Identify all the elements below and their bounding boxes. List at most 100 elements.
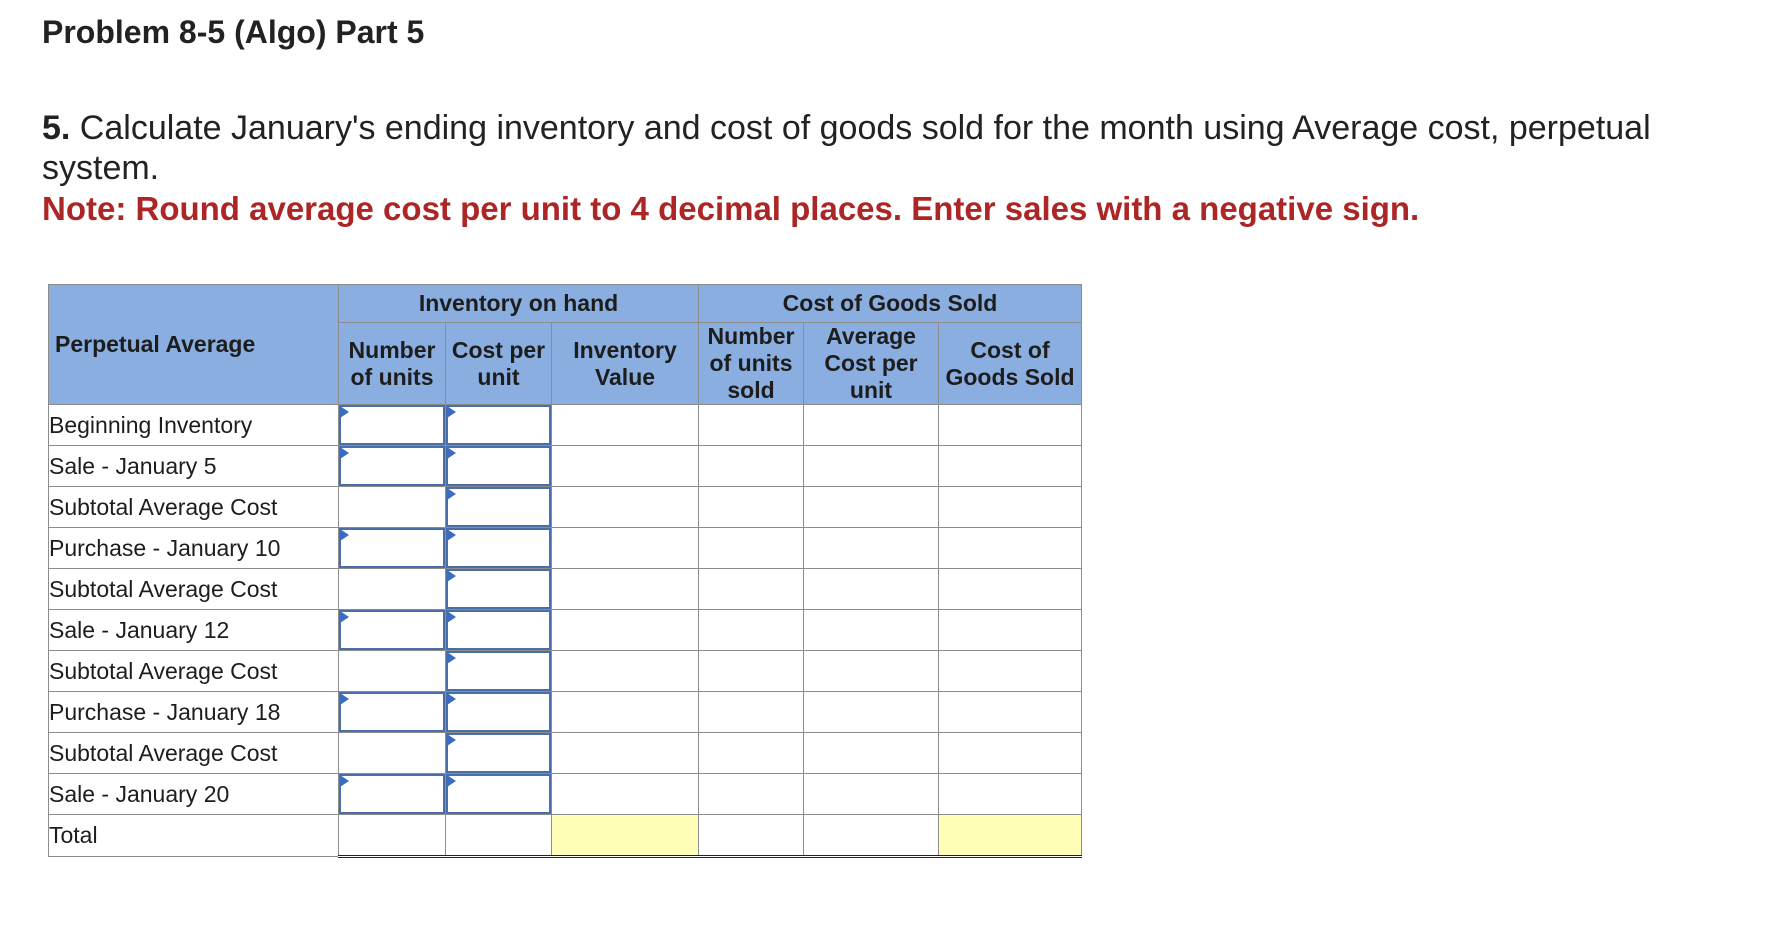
cost-per-unit-input[interactable] — [446, 528, 551, 568]
table-row: Subtotal Average Cost — [48, 732, 1082, 774]
units-sold-cell — [698, 609, 804, 651]
number-of-units-cell[interactable] — [338, 445, 446, 487]
header-inventory-on-hand: Inventory on hand — [338, 284, 699, 323]
average-cost-per-unit-cell — [803, 609, 939, 651]
row-label: Subtotal Average Cost — [48, 568, 339, 610]
table-row: Total — [48, 814, 1082, 858]
average-cost-per-unit-cell — [803, 691, 939, 733]
average-cost-per-unit-cell — [803, 527, 939, 569]
table-row: Beginning Inventory — [48, 404, 1082, 446]
cost-per-unit-cell[interactable] — [445, 404, 552, 446]
cost-per-unit-input[interactable] — [446, 651, 551, 691]
average-cost-per-unit-cell — [803, 568, 939, 610]
cost-per-unit-input[interactable] — [446, 487, 551, 527]
number-of-units-cell — [338, 486, 446, 528]
inventory-value-cell — [551, 445, 699, 487]
average-cost-per-unit-cell — [803, 445, 939, 487]
cost-per-unit-cell[interactable] — [445, 691, 552, 733]
number-of-units-cell — [338, 814, 446, 858]
inventory-value-cell — [551, 814, 699, 858]
cost-of-goods-sold-cell — [938, 527, 1082, 569]
cost-of-goods-sold-cell — [938, 650, 1082, 692]
cost-of-goods-sold-cell — [938, 609, 1082, 651]
number-of-units-cell — [338, 732, 446, 774]
inventory-value-cell — [551, 404, 699, 446]
cost-per-unit-input[interactable] — [446, 774, 551, 814]
units-sold-cell — [698, 527, 804, 569]
cost-per-unit-input[interactable] — [446, 446, 551, 486]
number-of-units-input[interactable] — [339, 692, 445, 732]
number-of-units-cell[interactable] — [338, 691, 446, 733]
cost-per-unit-input[interactable] — [446, 610, 551, 650]
number-of-units-cell[interactable] — [338, 773, 446, 815]
cost-per-unit-cell[interactable] — [445, 445, 552, 487]
cost-per-unit-cell[interactable] — [445, 773, 552, 815]
number-of-units-input[interactable] — [339, 528, 445, 568]
page-title: Problem 8-5 (Algo) Part 5 — [42, 14, 425, 50]
number-of-units-input[interactable] — [339, 446, 445, 486]
number-of-units-cell[interactable] — [338, 527, 446, 569]
table-row: Sale - January 20 — [48, 773, 1082, 815]
number-of-units-input[interactable] — [339, 774, 445, 814]
row-label: Subtotal Average Cost — [48, 486, 339, 528]
number-of-units-cell — [338, 650, 446, 692]
cost-per-unit-input[interactable] — [446, 569, 551, 609]
table-row: Sale - January 5 — [48, 445, 1082, 487]
number-of-units-input[interactable] — [339, 405, 445, 445]
question-body: Calculate January's ending inventory and… — [42, 109, 1651, 187]
table-row: Purchase - January 18 — [48, 691, 1082, 733]
number-of-units-cell[interactable] — [338, 609, 446, 651]
header-inventory-value: Inventory Value — [551, 322, 699, 405]
cost-of-goods-sold-cell — [938, 773, 1082, 815]
row-label: Sale - January 20 — [48, 773, 339, 815]
average-cost-per-unit-cell — [803, 486, 939, 528]
header-cost-of-goods-sold: Cost of Goods Sold — [698, 284, 1082, 323]
cost-of-goods-sold-cell — [938, 732, 1082, 774]
cost-of-goods-sold-cell — [938, 814, 1082, 858]
cost-per-unit-cell[interactable] — [445, 486, 552, 528]
average-cost-per-unit-cell — [803, 814, 939, 858]
cost-per-unit-input[interactable] — [446, 733, 551, 773]
cost-per-unit-cell[interactable] — [445, 568, 552, 610]
header-cost-per-unit: Cost per unit — [445, 322, 552, 405]
row-label: Subtotal Average Cost — [48, 650, 339, 692]
table-row: Subtotal Average Cost — [48, 568, 1082, 610]
units-sold-cell — [698, 568, 804, 610]
cost-of-goods-sold-cell — [938, 568, 1082, 610]
inventory-value-cell — [551, 691, 699, 733]
table-row: Purchase - January 10 — [48, 527, 1082, 569]
cost-per-unit-cell[interactable] — [445, 527, 552, 569]
inventory-value-cell — [551, 568, 699, 610]
units-sold-cell — [698, 814, 804, 858]
average-cost-per-unit-cell — [803, 404, 939, 446]
cost-per-unit-input[interactable] — [446, 692, 551, 732]
cost-per-unit-input[interactable] — [446, 405, 551, 445]
inventory-value-cell — [551, 527, 699, 569]
table-row: Sale - January 12 — [48, 609, 1082, 651]
table-row: Subtotal Average Cost — [48, 650, 1082, 692]
cost-per-unit-cell — [445, 814, 552, 858]
units-sold-cell — [698, 773, 804, 815]
number-of-units-cell — [338, 568, 446, 610]
row-label: Sale - January 12 — [48, 609, 339, 651]
inventory-value-cell — [551, 650, 699, 692]
units-sold-cell — [698, 404, 804, 446]
row-label: Total — [48, 814, 339, 857]
number-of-units-input[interactable] — [339, 610, 445, 650]
cost-of-goods-sold-cell — [938, 404, 1082, 446]
instruction-note: Note: Round average cost per unit to 4 d… — [42, 190, 1420, 227]
cost-per-unit-cell[interactable] — [445, 609, 552, 651]
units-sold-cell — [698, 650, 804, 692]
units-sold-cell — [698, 732, 804, 774]
header-number-of-units: Number of units — [338, 322, 446, 405]
cost-per-unit-cell[interactable] — [445, 732, 552, 774]
inventory-value-cell — [551, 732, 699, 774]
header-perpetual-average: Perpetual Average — [48, 284, 339, 405]
average-cost-per-unit-cell — [803, 732, 939, 774]
row-label: Sale - January 5 — [48, 445, 339, 487]
row-label: Beginning Inventory — [48, 404, 339, 446]
cost-of-goods-sold-cell — [938, 486, 1082, 528]
cost-per-unit-cell[interactable] — [445, 650, 552, 692]
units-sold-cell — [698, 691, 804, 733]
number-of-units-cell[interactable] — [338, 404, 446, 446]
